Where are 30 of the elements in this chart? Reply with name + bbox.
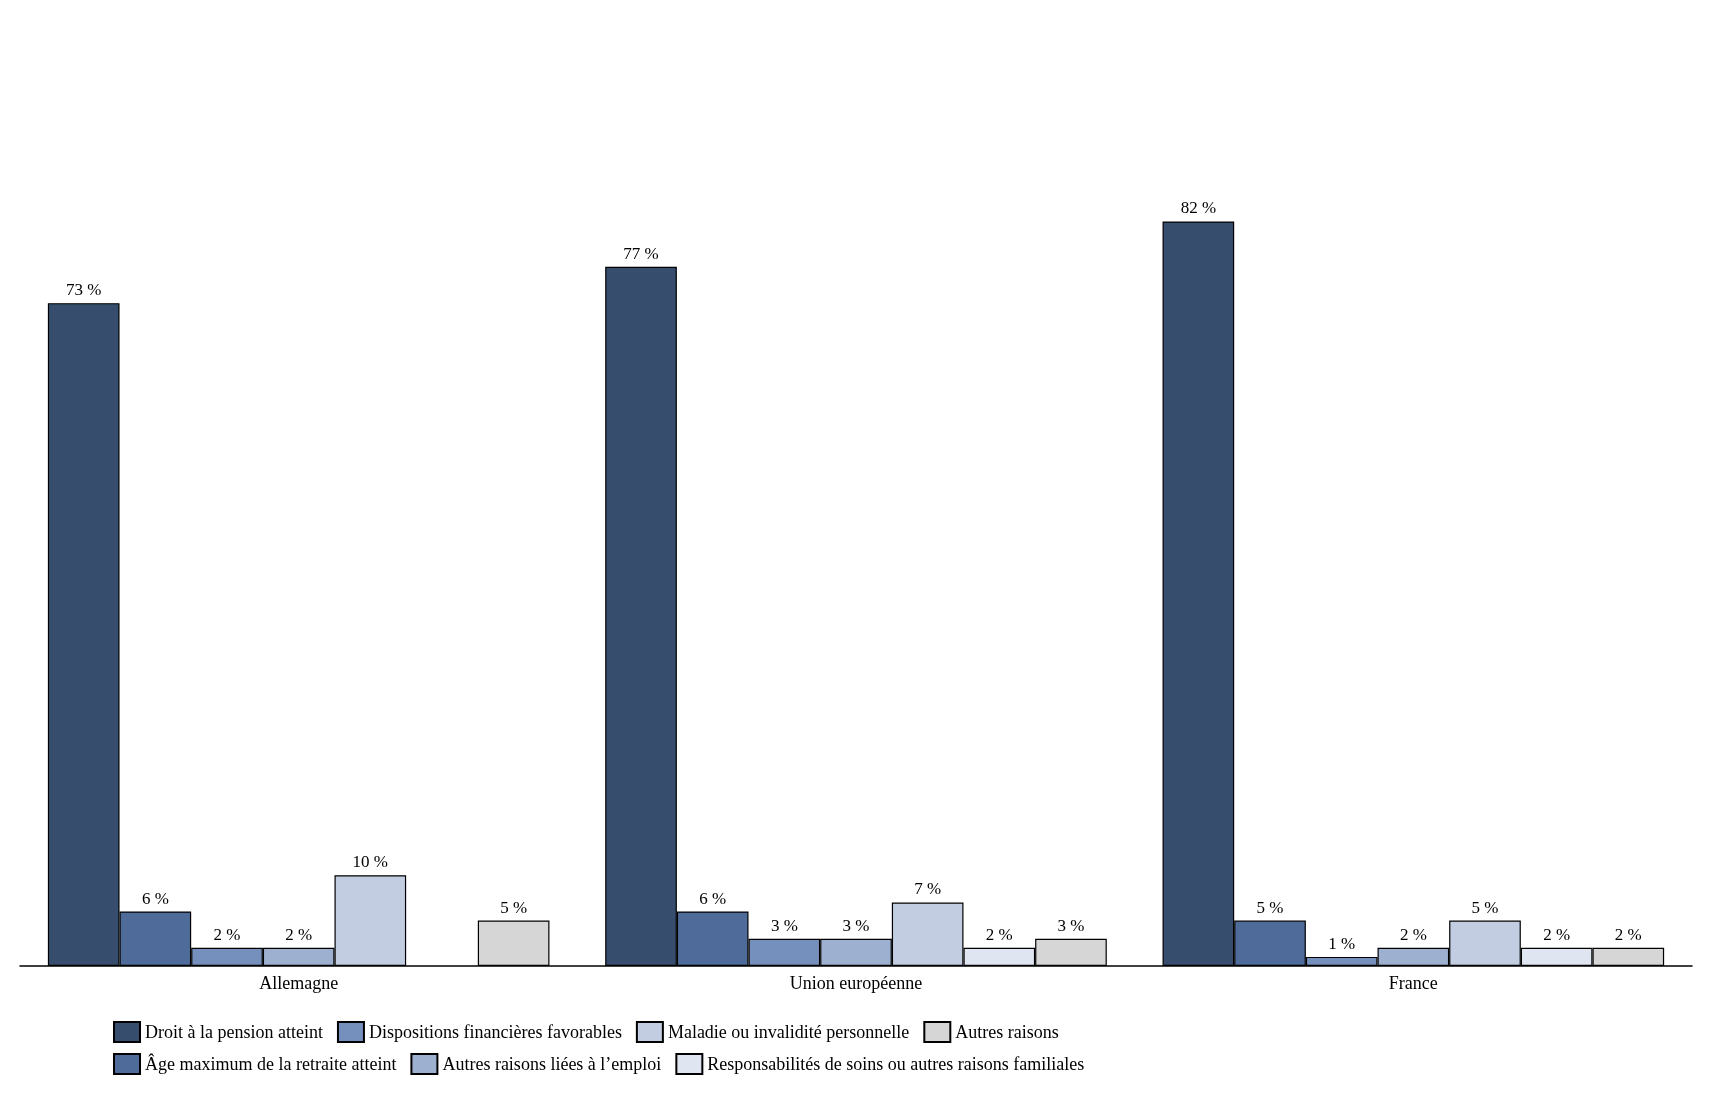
data-label: 5 % [500,897,528,917]
data-label: 7 % [914,879,942,899]
legend-label: Responsabilités de soins ou autres raisons familiales [707,1054,1085,1074]
data-label: 6 % [141,888,169,908]
legend-label: Autres raisons liées à l’emploi [442,1054,662,1074]
legend-label: Âge maximum de la retraite atteint [145,1053,397,1074]
x-tick-label: Allemagne [259,973,339,993]
data-label: 1 % [1328,933,1356,953]
x-tick-label: France [1388,973,1438,993]
legend-label: Dispositions financières favorables [368,1022,622,1042]
data-label: 5 % [1256,897,1284,917]
data-label: 3 % [842,915,870,935]
data-label: 2 % [1543,924,1571,944]
data-label: 3 % [1057,915,1085,935]
data-label: 2 % [985,924,1013,944]
data-label: 73 % [65,280,102,300]
data-label: 82 % [1180,198,1217,218]
legend-label: Maladie ou invalidité personnelle [667,1022,910,1042]
data-label: 2 % [1399,924,1427,944]
data-label: 5 % [1471,897,1499,917]
data-label: 2 % [213,924,241,944]
legend-label: Autres raisons [955,1022,1059,1042]
legend-label: Droit à la pension atteint [145,1022,323,1042]
data-label: 2 % [1614,924,1642,944]
data-label: 3 % [770,915,798,935]
data-label: 77 % [623,243,659,263]
data-label: 10 % [352,852,389,872]
x-tick-label: Union européenne [789,973,923,993]
data-label: 2 % [285,924,313,944]
data-label: 6 % [699,888,727,908]
